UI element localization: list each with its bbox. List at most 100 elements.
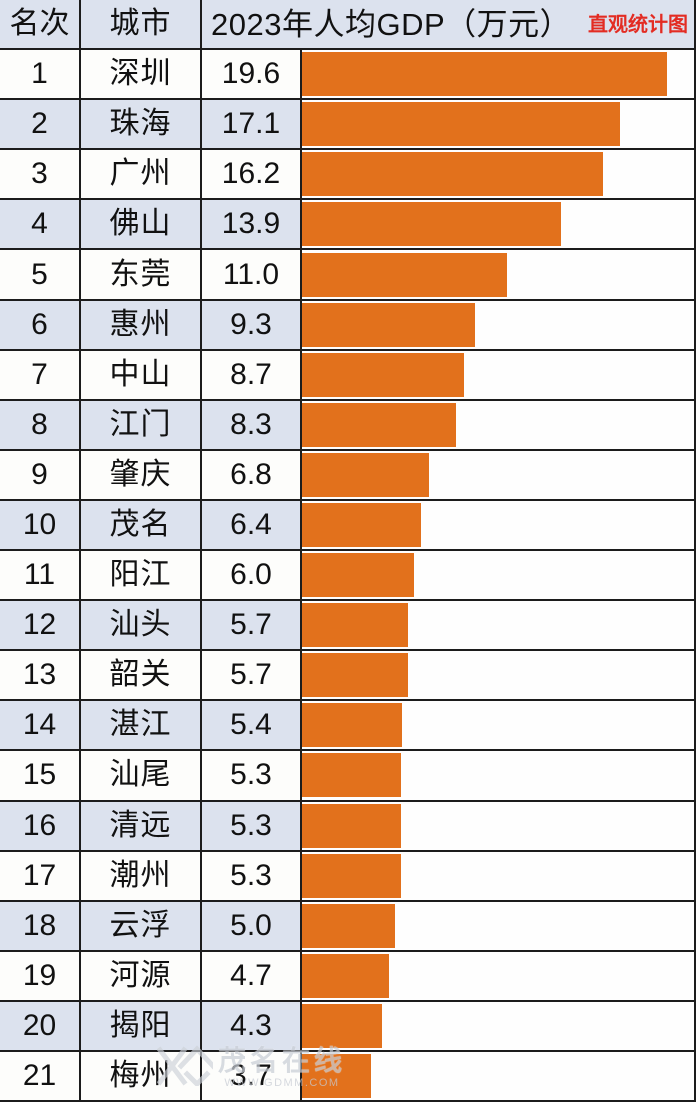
city-cell: 珠海 (81, 100, 202, 149)
city-cell: 江门 (81, 400, 202, 449)
bar-cell (302, 1001, 694, 1050)
header-city-label: 城市 (81, 0, 202, 49)
rank-cell: 16 (0, 801, 81, 850)
city-cell: 汕尾 (81, 751, 202, 800)
gdp-bar (302, 102, 621, 147)
bar-cell (302, 551, 694, 600)
gdp-bar (302, 352, 464, 397)
gdp-bar (302, 753, 401, 798)
bar-cell (302, 200, 694, 249)
rank-cell: 1 (0, 50, 81, 99)
city-cell: 广州 (81, 150, 202, 199)
rank-cell: 4 (0, 200, 81, 249)
gdp-bar (302, 302, 475, 347)
rank-cell: 8 (0, 400, 81, 449)
table-row: 6 惠州 9.3 (0, 300, 694, 351)
gdp-bar (302, 502, 421, 547)
city-cell: 潮州 (81, 851, 202, 900)
rank-cell: 21 (0, 1051, 81, 1101)
value-cell: 13.9 (202, 200, 302, 249)
bar-cell (302, 150, 694, 199)
gdp-bar (302, 703, 403, 748)
city-cell: 汕头 (81, 601, 202, 650)
bar-cell (302, 851, 694, 900)
table-row: 2 珠海 17.1 (0, 100, 694, 151)
table-row: 19 河源 4.7 (0, 951, 694, 1002)
value-cell: 17.1 (202, 100, 302, 149)
gdp-bar (302, 553, 414, 598)
rank-cell: 5 (0, 250, 81, 299)
bar-cell (302, 701, 694, 750)
table-row: 17 潮州 5.3 (0, 851, 694, 902)
value-cell: 4.3 (202, 1001, 302, 1050)
rank-cell: 13 (0, 651, 81, 700)
bar-cell (302, 951, 694, 1000)
bar-cell (302, 1051, 694, 1101)
bar-cell (302, 300, 694, 349)
gdp-bar (302, 1054, 371, 1099)
bar-cell (302, 801, 694, 850)
table-row: 12 汕头 5.7 (0, 601, 694, 652)
rank-cell: 11 (0, 551, 81, 600)
city-cell: 茂名 (81, 500, 202, 550)
value-cell: 16.2 (202, 150, 302, 199)
value-cell: 11.0 (202, 250, 302, 299)
city-cell: 云浮 (81, 901, 202, 950)
gdp-bar (302, 903, 395, 948)
gdp-bar (302, 653, 408, 698)
gdp-bar (302, 603, 408, 648)
city-cell: 清远 (81, 801, 202, 850)
table-row: 11 阳江 6.0 (0, 551, 694, 602)
rank-cell: 19 (0, 951, 81, 1000)
table-row: 21 梅州 3.7 (0, 1051, 694, 1102)
rank-cell: 9 (0, 450, 81, 499)
value-cell: 5.3 (202, 801, 302, 850)
rank-cell: 20 (0, 1001, 81, 1050)
value-cell: 9.3 (202, 300, 302, 349)
value-cell: 5.0 (202, 901, 302, 950)
table-row: 7 中山 8.7 (0, 350, 694, 401)
rank-cell: 6 (0, 300, 81, 349)
bar-cell (302, 250, 694, 299)
city-cell: 肇庆 (81, 450, 202, 499)
bar-cell (302, 601, 694, 650)
gdp-bar (302, 252, 507, 297)
city-cell: 韶关 (81, 651, 202, 700)
city-cell: 河源 (81, 951, 202, 1000)
table-header: 名次 城市 2023年人均GDP（万元） 直观统计图 (0, 0, 694, 51)
table-row: 15 汕尾 5.3 (0, 751, 694, 802)
value-cell: 5.7 (202, 651, 302, 700)
value-cell: 5.7 (202, 601, 302, 650)
rank-cell: 7 (0, 350, 81, 399)
table-row: 20 揭阳 4.3 (0, 1001, 694, 1052)
table-row: 9 肇庆 6.8 (0, 450, 694, 501)
rank-cell: 17 (0, 851, 81, 900)
bar-cell (302, 751, 694, 800)
table-row: 5 东莞 11.0 (0, 250, 694, 301)
value-cell: 8.7 (202, 350, 302, 399)
city-cell: 佛山 (81, 200, 202, 249)
city-cell: 揭阳 (81, 1001, 202, 1050)
value-cell: 5.3 (202, 751, 302, 800)
gdp-bar (302, 953, 390, 998)
value-cell: 5.3 (202, 851, 302, 900)
value-cell: 8.3 (202, 400, 302, 449)
bar-cell (302, 100, 694, 149)
value-cell: 6.0 (202, 551, 302, 600)
table-row: 16 清远 5.3 (0, 801, 694, 852)
rank-cell: 2 (0, 100, 81, 149)
value-cell: 6.4 (202, 500, 302, 550)
table-row: 3 广州 16.2 (0, 150, 694, 201)
gdp-bar (302, 52, 667, 97)
gdp-bar (302, 853, 401, 898)
city-cell: 深圳 (81, 50, 202, 99)
city-cell: 中山 (81, 350, 202, 399)
gdp-bar (302, 152, 604, 197)
header-rank-label: 名次 (0, 0, 81, 49)
value-cell: 6.8 (202, 450, 302, 499)
city-cell: 湛江 (81, 701, 202, 750)
gdp-bar (302, 202, 561, 247)
gdp-bar (302, 803, 401, 848)
value-cell: 19.6 (202, 50, 302, 99)
